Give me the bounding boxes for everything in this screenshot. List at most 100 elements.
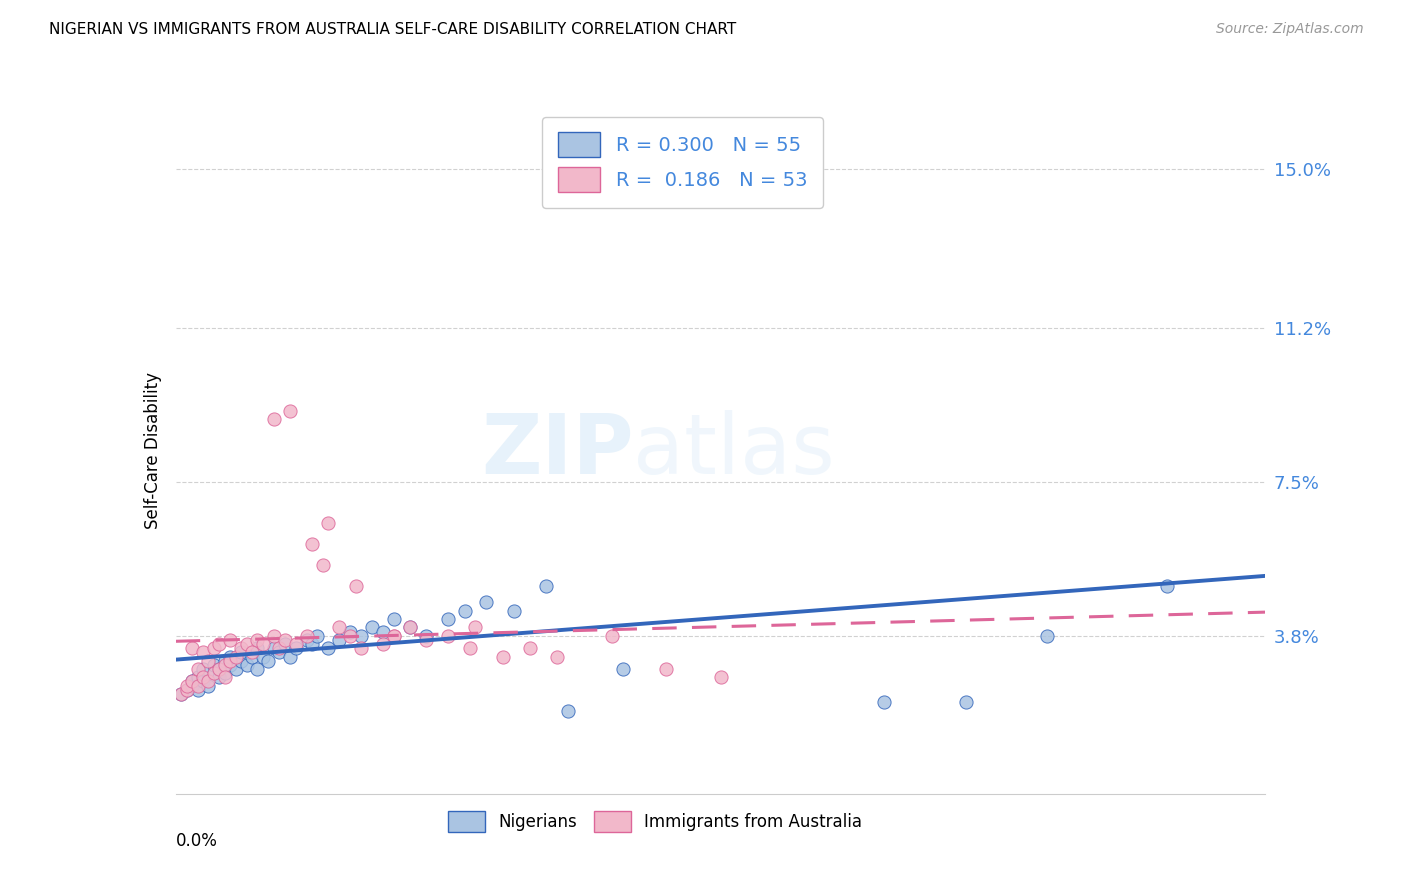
Point	[246, 632, 269, 647]
Point	[176, 682, 198, 697]
Point	[170, 687, 193, 701]
Point	[1036, 629, 1059, 643]
Text: Source: ZipAtlas.com: Source: ZipAtlas.com	[1216, 22, 1364, 37]
Point	[225, 662, 247, 676]
Point	[350, 641, 373, 656]
Text: atlas: atlas	[633, 410, 835, 491]
Point	[1156, 579, 1178, 593]
Point	[252, 637, 274, 651]
Y-axis label: Self-Care Disability: Self-Care Disability	[143, 372, 162, 529]
Text: NIGERIAN VS IMMIGRANTS FROM AUSTRALIA SELF-CARE DISABILITY CORRELATION CHART: NIGERIAN VS IMMIGRANTS FROM AUSTRALIA SE…	[49, 22, 737, 37]
Point	[873, 695, 896, 709]
Point	[191, 662, 214, 676]
Text: ZIP: ZIP	[481, 410, 633, 491]
Point	[399, 620, 422, 634]
Point	[191, 645, 214, 659]
Point	[257, 654, 280, 668]
Point	[284, 637, 307, 651]
Point	[458, 641, 481, 656]
Point	[492, 649, 515, 664]
Point	[181, 641, 204, 656]
Point	[176, 679, 198, 693]
Point	[231, 645, 253, 659]
Point	[307, 629, 329, 643]
Point	[208, 670, 231, 684]
Point	[202, 666, 225, 681]
Point	[382, 629, 405, 643]
Point	[231, 654, 253, 668]
Point	[170, 687, 193, 701]
Point	[191, 670, 214, 684]
Point	[339, 624, 361, 639]
Point	[710, 670, 733, 684]
Point	[197, 674, 219, 689]
Point	[475, 595, 498, 609]
Point	[371, 624, 394, 639]
Point	[219, 654, 242, 668]
Point	[235, 637, 257, 651]
Legend: Nigerians, Immigrants from Australia: Nigerians, Immigrants from Australia	[440, 803, 870, 840]
Point	[274, 632, 297, 647]
Point	[318, 641, 340, 656]
Point	[186, 670, 209, 684]
Point	[240, 649, 263, 664]
Point	[382, 629, 405, 643]
Point	[546, 649, 568, 664]
Point	[231, 641, 253, 656]
Point	[214, 666, 236, 681]
Point	[350, 629, 373, 643]
Point	[186, 682, 209, 697]
Point	[197, 679, 219, 693]
Point	[208, 662, 231, 676]
Point	[202, 641, 225, 656]
Point	[464, 620, 486, 634]
Point	[955, 695, 977, 709]
Point	[186, 662, 209, 676]
Point	[246, 641, 269, 656]
Point	[437, 612, 460, 626]
Point	[519, 641, 541, 656]
Point	[269, 645, 291, 659]
Point	[219, 649, 242, 664]
Point	[557, 704, 579, 718]
Point	[214, 654, 236, 668]
Point	[263, 629, 285, 643]
Point	[371, 637, 394, 651]
Point	[339, 629, 361, 643]
Point	[328, 632, 350, 647]
Point	[415, 632, 437, 647]
Point	[534, 579, 557, 593]
Point	[278, 404, 301, 418]
Point	[344, 579, 367, 593]
Point	[274, 637, 297, 651]
Point	[208, 662, 231, 676]
Point	[219, 657, 242, 672]
Point	[453, 604, 475, 618]
Point	[214, 657, 236, 672]
Point	[263, 412, 285, 426]
Point	[186, 679, 209, 693]
Point	[312, 558, 335, 572]
Point	[360, 620, 382, 634]
Point	[301, 637, 323, 651]
Point	[181, 674, 204, 689]
Point	[252, 649, 274, 664]
Point	[246, 662, 269, 676]
Point	[612, 662, 634, 676]
Point	[382, 612, 405, 626]
Point	[240, 645, 263, 659]
Point	[557, 162, 579, 177]
Point	[208, 637, 231, 651]
Point	[181, 679, 204, 693]
Point	[328, 620, 350, 634]
Point	[202, 657, 225, 672]
Point	[191, 674, 214, 689]
Point	[415, 629, 437, 643]
Point	[301, 537, 323, 551]
Point	[269, 641, 291, 656]
Point	[197, 654, 219, 668]
Point	[437, 629, 460, 643]
Point	[278, 649, 301, 664]
Point	[235, 657, 257, 672]
Point	[219, 632, 242, 647]
